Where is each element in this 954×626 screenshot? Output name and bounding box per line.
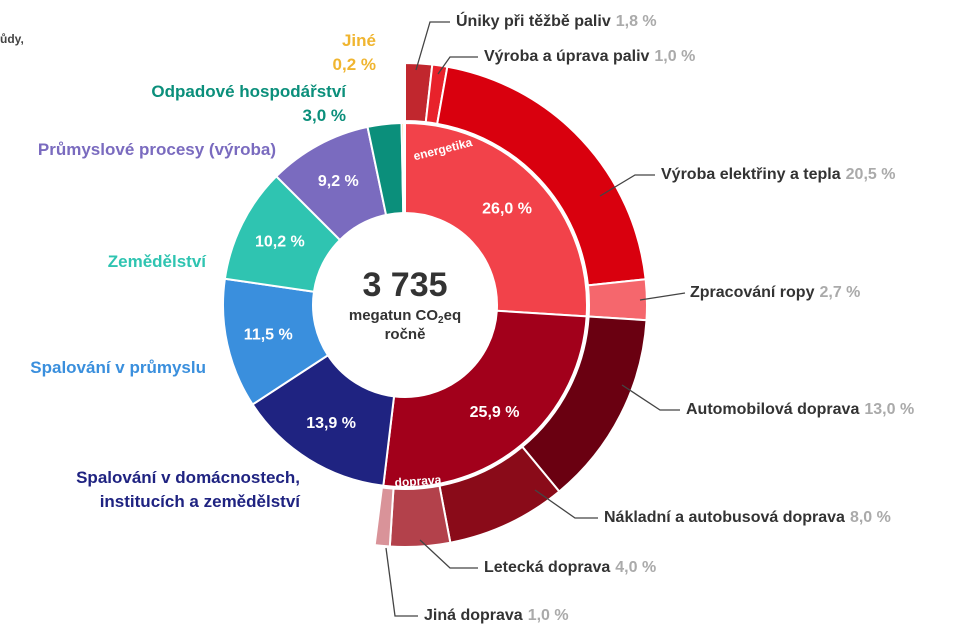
inner-segment	[382, 309, 588, 488]
inner-value-label: 25,9 %	[470, 404, 520, 421]
outer-name: Výroba a úprava paliv	[484, 48, 650, 65]
outer-name: Nákladní a autobusová doprava	[604, 509, 845, 526]
category-name: Zemědělství	[107, 252, 206, 271]
inner-external-label: Průmyslové procesy (výroba)	[38, 138, 276, 162]
category-name: Jiné	[341, 31, 376, 50]
outer-name: Výroba elektřiny a tepla	[661, 166, 841, 183]
category-value: 0,2 %	[332, 55, 376, 74]
outer-label: Zpracování ropy 2,7 %	[690, 284, 860, 301]
outer-value: 8,0 %	[850, 509, 891, 526]
inner-external-label: Odpadové hospodářství 3,0 %	[151, 80, 346, 128]
outer-name: Úniky při těžbě paliv	[456, 11, 611, 30]
inner-value-label: 10,2 %	[255, 233, 305, 250]
outer-value: 13,0 %	[864, 401, 914, 418]
leader-line	[437, 56, 478, 75]
center-total: 3 735	[362, 266, 447, 304]
unit-sub: 2	[438, 315, 444, 326]
inner-segment	[400, 121, 406, 215]
outer-label: Automobilová doprava 13,0 %	[686, 401, 914, 418]
leader-line	[385, 547, 418, 617]
outer-value: 1,0 %	[654, 48, 695, 65]
outer-name: Letecká doprava	[484, 559, 610, 576]
inner-value-label: 11,5 %	[244, 326, 293, 343]
leader-line	[599, 174, 655, 197]
inner-external-label: Zemědělství	[108, 250, 206, 274]
outer-value: 4,0 %	[615, 559, 656, 576]
outer-name: Zpracování ropy	[690, 284, 815, 301]
group-label: doprava	[394, 473, 442, 490]
center-unit-line2: ročně	[385, 326, 426, 343]
category-name: Spalování v domácnostech, institucích a …	[76, 468, 300, 511]
inner-value-label: 9,2 %	[318, 173, 359, 190]
outer-label: Nákladní a autobusová doprava 8,0 %	[604, 509, 891, 526]
outer-segment	[373, 486, 395, 548]
outer-value: 1,8 %	[616, 13, 657, 30]
inner-external-label: Jiné 0,2 %	[333, 29, 376, 77]
inner-external-label: Spalování v domácnostech, institucích a …	[76, 466, 300, 514]
inner-value-label: 13,9 %	[306, 415, 356, 432]
outer-name: Automobilová doprava	[686, 401, 859, 418]
outer-segment	[586, 278, 648, 322]
outer-value: 20,5 %	[846, 166, 896, 183]
inner-value-label: 26,0 %	[482, 200, 532, 217]
inner-segment	[404, 121, 588, 318]
leader-line	[621, 384, 680, 411]
category-name: Odpadové hospodářství	[151, 82, 346, 101]
outer-label: Jiná doprava 1,0 %	[424, 607, 569, 624]
category-value: 3,0 %	[302, 106, 346, 125]
cut-text: ůdy,	[0, 32, 24, 46]
unit-main: megatun CO	[349, 307, 439, 324]
outer-label: Výroba a úprava paliv 1,0 %	[484, 48, 695, 65]
category-name: Spalování v průmyslu	[30, 358, 206, 377]
leader-line	[415, 21, 450, 71]
leader-line	[419, 539, 478, 569]
outer-label: Výroba elektřiny a tepla 20,5 %	[661, 166, 895, 183]
leader-line	[639, 292, 686, 301]
outer-segment	[388, 484, 452, 548]
category-name: Průmyslové procesy (výroba)	[37, 140, 276, 159]
inner-external-label: Spalování v průmyslu	[30, 356, 206, 380]
outer-label: Úniky při těžbě paliv 1,8 %	[456, 11, 657, 30]
unit-tail: eq	[444, 307, 462, 324]
outer-name: Jiná doprava	[424, 607, 523, 624]
leader-line	[534, 489, 598, 519]
center-unit: megatun CO2eq	[349, 307, 461, 326]
outer-label: Letecká doprava 4,0 %	[484, 559, 656, 576]
outer-value: 1,0 %	[528, 607, 569, 624]
outer-value: 2,7 %	[819, 284, 860, 301]
